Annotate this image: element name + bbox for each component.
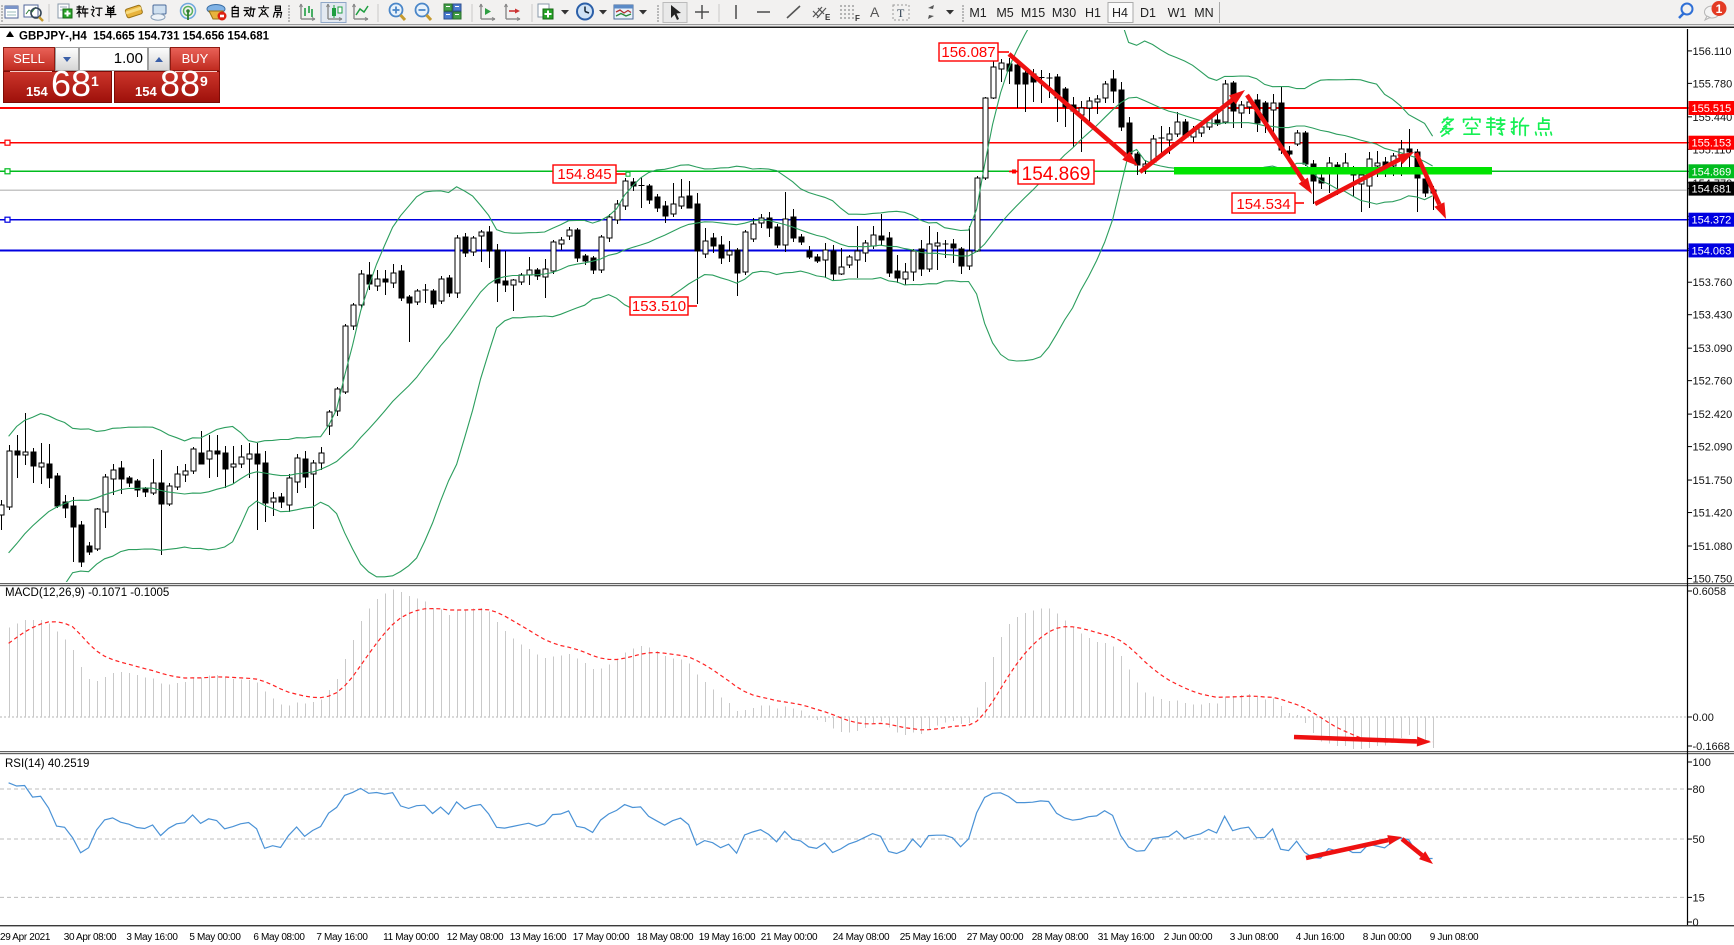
svg-text:156.110: 156.110 — [1693, 46, 1732, 58]
svg-text:100: 100 — [1693, 757, 1711, 769]
svg-text:E: E — [825, 13, 831, 22]
svg-text:9 Jun 08:00: 9 Jun 08:00 — [1430, 932, 1479, 943]
svg-text:50: 50 — [1693, 834, 1705, 846]
svg-text:153.760: 153.760 — [1693, 277, 1733, 289]
svg-text:A: A — [870, 4, 880, 20]
svg-text:150.750: 150.750 — [1693, 573, 1733, 585]
svg-text:MACD(12,26,9) -0.1071 -0.1005: MACD(12,26,9) -0.1071 -0.1005 — [5, 587, 169, 599]
svg-text:154.681: 154.681 — [1692, 184, 1732, 196]
svg-text:15: 15 — [1693, 892, 1705, 904]
svg-text:29 Apr 2021: 29 Apr 2021 — [0, 932, 51, 943]
svg-text:155.780: 155.780 — [1693, 78, 1733, 90]
svg-text:25 May 16:00: 25 May 16:00 — [900, 932, 957, 943]
svg-text:3 May 16:00: 3 May 16:00 — [126, 932, 178, 943]
svg-text:151.420: 151.420 — [1693, 508, 1733, 520]
svg-text:156.087: 156.087 — [941, 44, 995, 61]
svg-text:T: T — [897, 6, 905, 20]
svg-text:17 May 00:00: 17 May 00:00 — [573, 932, 630, 943]
svg-text:M30: M30 — [1052, 6, 1076, 20]
svg-text:154.845: 154.845 — [557, 166, 611, 183]
svg-text:M5: M5 — [996, 6, 1013, 20]
svg-text:4 Jun 16:00: 4 Jun 16:00 — [1296, 932, 1345, 943]
svg-text:H4: H4 — [1112, 6, 1128, 20]
svg-text:RSI(14) 40.2519: RSI(14) 40.2519 — [5, 758, 89, 770]
svg-text:11 May 00:00: 11 May 00:00 — [383, 932, 439, 943]
svg-text:0: 0 — [1693, 917, 1699, 929]
svg-text:152.760: 152.760 — [1693, 376, 1733, 388]
svg-text:H1: H1 — [1085, 6, 1101, 20]
svg-text:-0.1668: -0.1668 — [1693, 741, 1730, 753]
svg-text:154.534: 154.534 — [1236, 196, 1290, 213]
svg-text:24 May 08:00: 24 May 08:00 — [833, 932, 890, 943]
svg-text:27 May 00:00: 27 May 00:00 — [967, 932, 1024, 943]
svg-text:0.00: 0.00 — [1693, 712, 1714, 724]
svg-text:1: 1 — [1716, 2, 1723, 16]
svg-text:155.515: 155.515 — [1692, 103, 1732, 115]
svg-text:18 May 08:00: 18 May 08:00 — [637, 932, 694, 943]
svg-text:F: F — [855, 14, 860, 23]
svg-text:W1: W1 — [1168, 6, 1187, 20]
svg-text:19 May 16:00: 19 May 16:00 — [699, 932, 756, 943]
svg-text:0.6058: 0.6058 — [1693, 586, 1727, 598]
svg-text:GBPJPY-,H4 154.665 154.731 15: GBPJPY-,H4 154.665 154.731 154.656 154.6… — [19, 31, 270, 43]
svg-text:M15: M15 — [1021, 6, 1045, 20]
svg-text:2 Jun 00:00: 2 Jun 00:00 — [1164, 932, 1213, 943]
svg-text:153.510: 153.510 — [632, 298, 686, 315]
svg-text:152.090: 152.090 — [1693, 442, 1733, 454]
svg-text:5 May 00:00: 5 May 00:00 — [189, 932, 241, 943]
svg-text:154.063: 154.063 — [1692, 245, 1732, 257]
svg-text:154.869: 154.869 — [1692, 166, 1732, 178]
svg-text:155.153: 155.153 — [1692, 138, 1732, 150]
svg-text:7 May 16:00: 7 May 16:00 — [316, 932, 368, 943]
svg-text:M1: M1 — [969, 6, 986, 20]
svg-text:21 May 00:00: 21 May 00:00 — [761, 932, 818, 943]
svg-text:31 May 16:00: 31 May 16:00 — [1098, 932, 1155, 943]
svg-text:151.080: 151.080 — [1693, 541, 1733, 553]
svg-text:153.430: 153.430 — [1693, 310, 1733, 322]
svg-text:151.750: 151.750 — [1693, 475, 1733, 487]
svg-text:3 Jun 08:00: 3 Jun 08:00 — [1230, 932, 1279, 943]
svg-text:80: 80 — [1693, 784, 1705, 796]
svg-text:28 May 08:00: 28 May 08:00 — [1032, 932, 1089, 943]
svg-text:6 May 08:00: 6 May 08:00 — [253, 932, 305, 943]
svg-text:MN: MN — [1194, 6, 1213, 20]
svg-text:153.090: 153.090 — [1693, 343, 1733, 355]
svg-text:12 May 08:00: 12 May 08:00 — [447, 932, 504, 943]
svg-text:13 May 16:00: 13 May 16:00 — [510, 932, 567, 943]
svg-text:30 Apr 08:00: 30 Apr 08:00 — [64, 932, 117, 943]
svg-text:154.372: 154.372 — [1692, 215, 1732, 227]
svg-text:8 Jun 00:00: 8 Jun 00:00 — [1363, 932, 1412, 943]
svg-text:152.420: 152.420 — [1693, 409, 1733, 421]
svg-text:D1: D1 — [1140, 6, 1156, 20]
svg-text:154.869: 154.869 — [1022, 164, 1091, 185]
